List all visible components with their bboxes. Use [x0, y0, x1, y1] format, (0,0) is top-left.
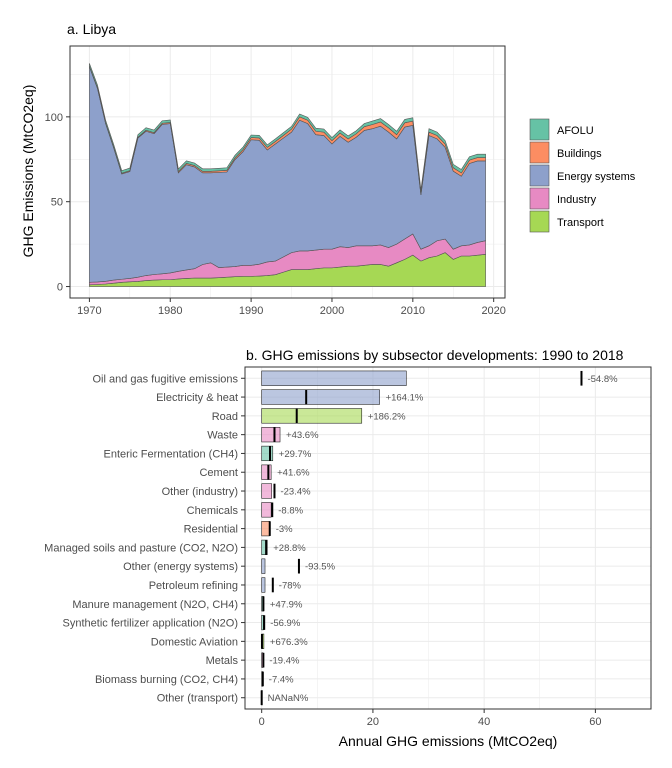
change-label: +47.9%: [270, 599, 303, 610]
x-tick-label: 0: [259, 716, 265, 728]
change-label: +186.2%: [368, 411, 406, 422]
x-tick-label: 2010: [401, 305, 425, 317]
bar-enteric-fermentation-ch4: [261, 445, 274, 462]
bar-managed-soils-and-pasture-co2-n2o: [261, 539, 268, 555]
legend-label-buildings: Buildings: [557, 148, 602, 160]
category-label: Cement: [199, 467, 238, 479]
category-label: Road: [212, 411, 238, 423]
bar-chemicals: [261, 502, 272, 518]
y-tick-label: 100: [45, 112, 63, 124]
category-label: Petroleum refining: [149, 580, 238, 592]
category-label: Other (transport): [157, 693, 238, 705]
category-label: Manure management (N2O, CH4): [72, 599, 238, 611]
chart-a: a. Libya GHG Emissions (MtCO2eq) 1970 198…: [20, 21, 636, 317]
legend-swatch-buildings: [529, 141, 550, 164]
change-label: -93.5%: [305, 562, 336, 573]
category-label: Residential: [184, 524, 238, 536]
change-label: +164.1%: [386, 393, 424, 404]
chart-a-areas: [89, 63, 486, 287]
y-tick-label: 50: [51, 197, 63, 209]
bar-waste: [261, 427, 281, 443]
category-label: Domestic Aviation: [151, 636, 238, 648]
chart-a-ylabel: GHG Emissions (MtCO2eq): [20, 85, 36, 258]
category-label: Other (energy systems): [123, 561, 238, 573]
bar-oil-and-gas-fugitive-emissions: [261, 370, 407, 386]
x-tick-label: 2000: [320, 305, 344, 317]
legend-label-transport: Transport: [557, 217, 604, 229]
chart-b-bars: -54.8% +164.1% +186.2% +43.6% +29.7% +41.6% -2…: [260, 370, 618, 706]
change-label: -7.4%: [269, 674, 294, 685]
bar-cement: [261, 464, 272, 480]
category-label: Waste: [207, 430, 238, 442]
chart-b-xlabel: Annual GHG emissions (MtCO2eq): [339, 733, 558, 749]
category-label: Managed soils and pasture (CO2, N2O): [44, 542, 238, 554]
chart-a-ticks: 1970 1980 1990 2000 2010 2020 0 50 100: [45, 112, 506, 317]
bar-petroleum-refining: [261, 577, 266, 593]
legend-swatch-afolu: [529, 118, 550, 141]
change-label: -8.8%: [278, 505, 303, 516]
chart-a-title: a. Libya: [67, 21, 116, 37]
chart-b-grid: [245, 367, 652, 709]
category-label: Synthetic fertilizer application (N2O): [63, 618, 238, 630]
category-label: Metals: [206, 655, 239, 667]
category-label: Electricity & heat: [156, 392, 238, 404]
bar-road: [261, 408, 363, 424]
y-tick-label: 0: [57, 282, 63, 294]
legend-swatch-energy-systems: [529, 164, 550, 187]
legend-swatch-industry: [529, 187, 550, 210]
bar-residential: [261, 521, 270, 537]
change-label: -23.4%: [280, 487, 311, 498]
category-label: Biomass burning (CO2, CH4): [95, 674, 238, 686]
change-label: +28.8%: [273, 543, 306, 554]
chart-b-panel-border: [244, 366, 652, 710]
x-tick-label: 60: [589, 716, 601, 728]
change-label: +29.7%: [279, 449, 312, 460]
legend-label-energy-systems: Energy systems: [557, 171, 636, 183]
x-tick-label: 1990: [239, 305, 263, 317]
chart-b: b. GHG emissions by subsector developmen…: [44, 347, 652, 749]
x-tick-label: 40: [478, 716, 490, 728]
change-label: -54.8%: [587, 374, 618, 385]
chart-b-panel-bg: [245, 367, 651, 709]
legend-swatch-transport: [529, 210, 550, 233]
bar-other-energy-systems: [261, 558, 266, 574]
chart-b-title: b. GHG emissions by subsector developmen…: [246, 347, 624, 363]
x-tick-label: 1980: [158, 305, 182, 317]
change-label: +676.3%: [270, 637, 308, 648]
bar-synthetic-fertilizer-application-n2o: [261, 614, 264, 631]
chart-a-panel-border: [69, 45, 506, 299]
change-label: -78%: [279, 580, 302, 591]
change-label: +41.6%: [277, 468, 310, 479]
x-tick-label: 1970: [77, 305, 101, 317]
legend-label-industry: Industry: [557, 194, 597, 206]
bar-electricity-heat: [261, 389, 380, 405]
category-label: Other (industry): [162, 486, 238, 498]
chart-b-ticks: Oil and gas fugitive emissions Electricit…: [44, 373, 601, 728]
chart-a-legend: AFOLU Buildings Energy systems Industry Tran…: [529, 118, 636, 233]
legend-label-afolu: AFOLU: [557, 125, 594, 137]
change-label: +43.6%: [286, 430, 319, 441]
area-afolu: [89, 63, 486, 194]
bar-other-industry: [261, 483, 272, 499]
change-label: -56.9%: [270, 618, 301, 629]
x-tick-label: 20: [367, 716, 379, 728]
change-label: NANaN%: [268, 693, 309, 704]
change-label: -19.4%: [269, 656, 300, 667]
category-label: Oil and gas fugitive emissions: [92, 373, 238, 385]
x-tick-label: 2020: [481, 305, 505, 317]
category-label: Enteric Fermentation (CH4): [104, 448, 239, 460]
category-label: Chemicals: [187, 505, 239, 517]
change-label: -3%: [276, 524, 293, 535]
